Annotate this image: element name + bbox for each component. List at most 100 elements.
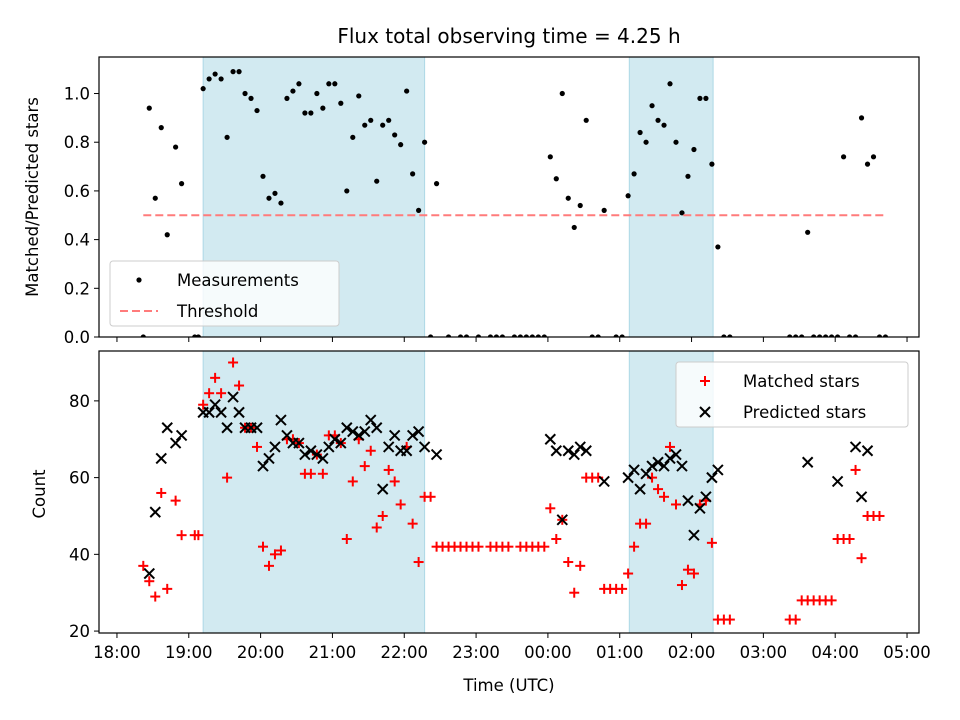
measurement-point xyxy=(314,90,320,97)
measurement-point xyxy=(547,154,553,160)
legend-x-icon xyxy=(699,406,711,418)
measurement-point xyxy=(595,334,601,337)
predicted-point xyxy=(215,406,227,419)
measurement-point xyxy=(817,334,823,337)
x-tick-label: 23:00 xyxy=(452,643,500,662)
matched-point xyxy=(317,468,328,479)
predicted-point xyxy=(622,471,634,484)
x-tick-label: 04:00 xyxy=(811,643,859,662)
x-tick-label: 18:00 xyxy=(93,643,141,662)
predicted-point xyxy=(694,502,706,515)
predicted-point xyxy=(305,445,317,457)
matched-point xyxy=(371,522,382,533)
measurement-point xyxy=(834,334,841,337)
measurement-point xyxy=(655,117,661,123)
measurement-point xyxy=(290,88,296,94)
predicted-point xyxy=(412,425,425,438)
measurement-point xyxy=(422,139,428,145)
measurement-point xyxy=(805,229,811,235)
matched-point xyxy=(641,518,652,529)
predicted-point xyxy=(359,425,371,438)
measurement-point xyxy=(200,86,206,92)
predicted-point xyxy=(544,433,557,445)
measurement-point xyxy=(882,334,889,337)
matched-point xyxy=(341,534,352,544)
measurement-point xyxy=(266,195,272,201)
matched-point xyxy=(407,518,418,529)
predicted-point xyxy=(155,452,167,465)
matched-point xyxy=(359,461,370,472)
matched-point xyxy=(156,487,167,498)
matched-point xyxy=(425,491,436,502)
marks-layer xyxy=(140,69,889,337)
predicted-point xyxy=(664,452,676,465)
legend-dot-icon xyxy=(136,277,142,283)
measurement-point xyxy=(535,334,541,337)
predicted-point xyxy=(712,464,724,476)
measurement-point xyxy=(619,334,625,337)
predicted-point xyxy=(598,475,610,488)
matched-point xyxy=(305,468,316,479)
measurement-point xyxy=(362,122,368,128)
predicted-point xyxy=(628,464,640,476)
predicted-point xyxy=(574,441,586,453)
matched-point xyxy=(234,380,245,391)
matched-point xyxy=(170,495,181,506)
y-tick-label: 0.4 xyxy=(64,231,90,250)
x-tick-label: 00:00 xyxy=(524,643,572,662)
measurement-point xyxy=(679,210,685,216)
measurement-point xyxy=(212,71,218,77)
matched-point xyxy=(210,372,221,383)
measurement-point xyxy=(338,100,344,106)
predicted-point xyxy=(640,468,652,480)
predicted-point xyxy=(861,445,874,457)
predicted-point xyxy=(849,441,862,453)
measurement-point xyxy=(846,334,853,337)
matched-point xyxy=(551,534,562,544)
matched-point xyxy=(144,576,155,587)
axes-frame xyxy=(98,350,920,634)
measurement-point xyxy=(248,95,254,101)
matched-point xyxy=(575,560,586,571)
predicted-point xyxy=(634,483,646,495)
x-tick-label: 05:00 xyxy=(883,643,931,662)
measurement-point xyxy=(583,117,589,123)
measurement-point xyxy=(320,105,326,111)
measurement-point xyxy=(691,146,697,153)
x-axis-label: Time (UTC) xyxy=(462,676,554,695)
measurement-point xyxy=(230,69,236,75)
matched-point xyxy=(623,568,634,579)
predicted-point xyxy=(406,429,419,442)
measurement-point xyxy=(823,334,829,337)
x-tick-label: 21:00 xyxy=(309,643,357,662)
predicted-point xyxy=(682,494,694,507)
measurement-point xyxy=(721,334,727,337)
predicted-point xyxy=(203,406,215,419)
matched-point xyxy=(682,564,693,575)
predicted-point xyxy=(251,422,263,434)
legend-label: Predicted stars xyxy=(743,403,866,422)
matched-point xyxy=(850,464,861,475)
predicted-point xyxy=(263,452,275,465)
measurement-point xyxy=(392,132,398,138)
measurement-point xyxy=(308,110,314,116)
predicted-point xyxy=(323,441,335,453)
measurement-point xyxy=(260,173,266,179)
y-tick-label: 40 xyxy=(69,545,90,564)
matched-point xyxy=(269,549,280,560)
measurement-point xyxy=(649,103,655,109)
measurement-point xyxy=(374,178,380,184)
predicted-point xyxy=(562,445,574,457)
measurement-point xyxy=(876,334,883,337)
matched-point xyxy=(389,476,400,487)
measurement-point xyxy=(236,69,242,75)
legend-plus-icon xyxy=(700,376,710,386)
measurement-point xyxy=(158,125,164,131)
measurement-point xyxy=(511,334,517,337)
measurement-point xyxy=(864,161,871,167)
matched-point xyxy=(629,541,640,552)
legend-label: Matched stars xyxy=(743,372,860,391)
measurement-point xyxy=(643,139,649,145)
measurement-point xyxy=(673,139,679,145)
measurement-point xyxy=(601,207,607,213)
